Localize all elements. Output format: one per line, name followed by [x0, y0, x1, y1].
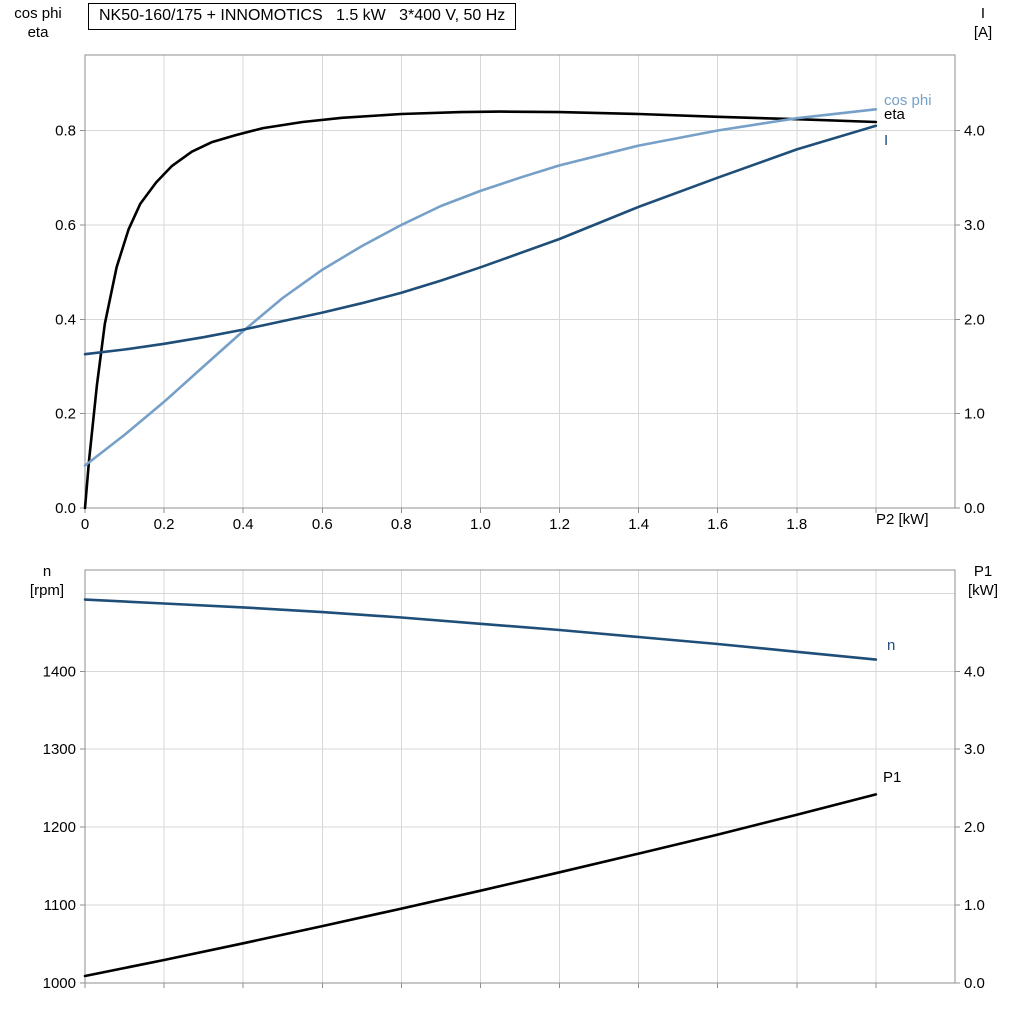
y-right-tick-label: 4.0 [964, 123, 985, 140]
y-right-tick-label: 2.0 [964, 311, 985, 328]
curve-n [83, 598, 878, 661]
y-left-tick-label: 1100 [44, 897, 76, 914]
curve-cos-phi [83, 108, 878, 467]
y-left-tick-label: 0.2 [55, 406, 76, 423]
y-left-tick-label: 0.4 [55, 311, 76, 328]
bottom-left-axis-label: n [rpm] [29, 563, 65, 599]
curve-label-speed: n [887, 637, 896, 654]
plot-frame [84, 54, 956, 509]
x-tick-label: 1.4 [628, 516, 649, 533]
y-left-tick-label: 1000 [43, 975, 76, 992]
y-right-tick-label: 2.0 [964, 819, 985, 836]
axis-ticks-and-labels: 0 0.2 0.4 0.6 0.8 1.0 1.2 1.4 1.6 1.8 0.0 0.2 0.4 0.6… [55, 123, 985, 534]
curve-P1 [83, 793, 878, 978]
bottom-right-axis-label: P1 [kW] [968, 563, 998, 599]
x-tick-label: 1.8 [786, 516, 807, 533]
grid-lines [85, 570, 955, 983]
x-axis-label: P2 [kW] [876, 511, 929, 528]
top-left-axis-label: cos phi eta [14, 5, 62, 41]
y-left-tick-label: 1400 [43, 663, 76, 680]
curves [83, 598, 878, 978]
chart-panel-1: 1000 1100 1200 1300 1400 0.0 1.0 2.0 3.0 4.0 [43, 569, 985, 992]
y-right-tick-label: 3.0 [964, 741, 985, 758]
chart-panel-0: 0 0.2 0.4 0.6 0.8 1.0 1.2 1.4 1.6 1.8 0.0 0.2 0.4 0.6… [55, 54, 985, 534]
curve-eta [83, 110, 878, 510]
y-left-tick-label: 0.8 [55, 123, 76, 140]
y-right-tick-label: 1.0 [964, 406, 985, 423]
y-right-tick-label: 4.0 [964, 663, 985, 680]
grid-lines [85, 55, 955, 508]
y-right-tick-label: 1.0 [964, 897, 985, 914]
x-tick-label: 1.6 [707, 516, 728, 533]
curve-I [83, 124, 878, 356]
plot-frame [84, 569, 956, 984]
y-left-tick-label: 1200 [43, 819, 76, 836]
x-tick-label: 0.2 [154, 516, 175, 533]
y-right-tick-label: 0.0 [964, 500, 985, 517]
axis-ticks-and-labels: 1000 1100 1200 1300 1400 0.0 1.0 2.0 3.0 4.0 [43, 663, 985, 992]
x-tick-label: 0.8 [391, 516, 412, 533]
y-right-tick-label: 0.0 [964, 975, 985, 992]
x-tick-label: 1.0 [470, 516, 491, 533]
x-tick-label: 0 [81, 516, 89, 533]
curve-label-cos-phi: cos phi [884, 92, 932, 109]
curve-label-eta: eta [884, 106, 905, 123]
curve-label-p1: P1 [883, 769, 902, 786]
curve-label-current: I [884, 132, 889, 149]
top-right-axis-label: I [A] [973, 5, 993, 41]
y-left-tick-label: 0.6 [55, 217, 76, 234]
y-left-tick-label: 0.0 [55, 500, 76, 517]
chart-title: NK50-160/175 + INNOMOTICS 1.5 kW 3*400 V… [88, 3, 517, 30]
y-right-tick-label: 3.0 [964, 217, 985, 234]
curves [83, 108, 878, 510]
x-tick-label: 0.6 [312, 516, 333, 533]
x-tick-label: 1.2 [549, 516, 570, 533]
y-left-tick-label: 1300 [43, 741, 76, 758]
x-tick-label: 0.4 [233, 516, 254, 533]
